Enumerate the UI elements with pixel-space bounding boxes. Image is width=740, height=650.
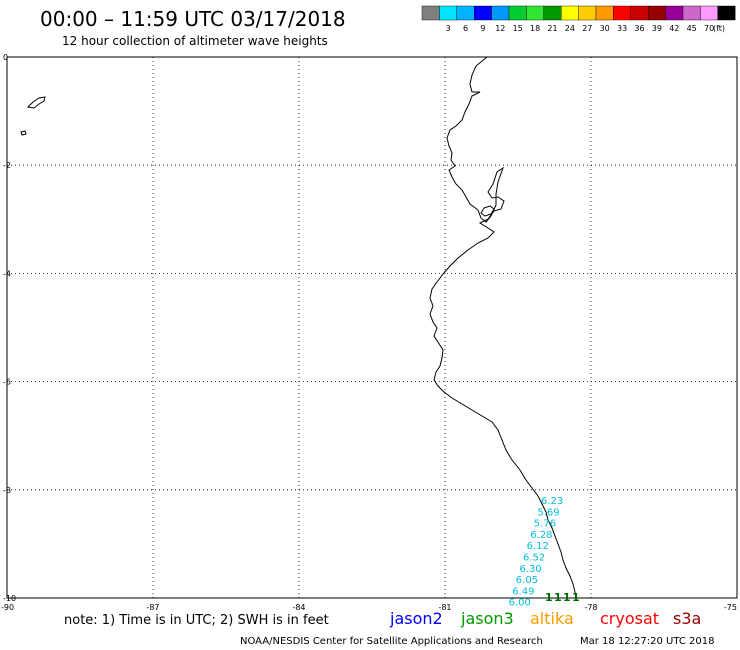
legend-label: 3	[446, 24, 451, 33]
time-mark: 1	[545, 591, 553, 604]
lon-tick-label: -90	[1, 603, 14, 612]
swh-value-label: 6.05	[516, 575, 538, 586]
footer-timestamp: Mar 18 12:27:20 UTC 2018	[580, 636, 715, 647]
legend-swatch	[491, 5, 510, 21]
legend-label: 15	[513, 24, 523, 33]
legend-label: 30	[600, 24, 610, 33]
satellite-label-jason2: jason2	[389, 609, 443, 628]
satellite-label-altika: altika	[530, 609, 574, 628]
footer-note: note: 1) Time is in UTC; 2) SWH is in fe…	[64, 613, 329, 628]
legend-label: 70	[704, 24, 714, 33]
legend-label: 33	[617, 24, 627, 33]
legend-swatch	[421, 5, 440, 21]
legend-label: 27	[582, 24, 592, 33]
lon-tick-label: -81	[438, 603, 451, 612]
legend-label: 45	[687, 24, 697, 33]
map-title: 00:00 – 11:59 UTC 03/17/2018	[40, 7, 346, 31]
lon-tick-label: -78	[584, 603, 597, 612]
lon-tick-label: -84	[292, 603, 305, 612]
legend-label: 39	[652, 24, 662, 33]
lon-tick-label: -87	[146, 603, 159, 612]
legend-swatch	[543, 5, 562, 21]
swh-value-label: 6.12	[527, 541, 549, 552]
footer-credit: NOAA/NESDIS Center for Satellite Applica…	[240, 636, 543, 647]
legend-swatch	[508, 5, 527, 21]
legend-label: 21	[547, 24, 557, 33]
legend-swatch	[578, 5, 597, 21]
color-scale-legend: 3 6 9 12 15 18 21 24 27 30 33 36 39 42 45 70	[421, 5, 736, 33]
legend-swatch	[630, 5, 649, 21]
satellite-legend: jason2 jason3 altika cryosat s3a	[389, 609, 701, 628]
legend-swatch	[682, 5, 701, 21]
south-america-coastline	[429, 56, 577, 599]
legend-label: 12	[495, 24, 505, 33]
lat-tick-label: -8	[3, 486, 11, 495]
lat-tick-label: -6	[3, 378, 11, 387]
time-mark: 1	[572, 591, 580, 604]
swh-value-label: 6.00	[509, 598, 531, 609]
legend-swatch	[700, 5, 719, 21]
graticule-grid	[7, 57, 737, 598]
legend-swatch	[665, 5, 684, 21]
swh-value-label: 6.28	[530, 530, 552, 541]
legend-swatch	[561, 5, 579, 21]
lat-tick-label: -10	[3, 594, 16, 603]
legend-swatch	[526, 5, 545, 21]
longitude-labels: -90 -87 -84 -81 -78 -75	[1, 603, 737, 612]
lat-tick-label: -2	[3, 161, 11, 170]
satellite-label-cryosat: cryosat	[600, 609, 659, 628]
time-mark: 1	[554, 591, 562, 604]
altimeter-observations: 6.235.695.766.286.126.526.306.056.496.00…	[509, 496, 580, 609]
legend-label: 24	[565, 24, 575, 33]
legend-swatch	[648, 5, 666, 21]
legend-label: 6	[463, 24, 468, 33]
legend-unit: (ft)	[713, 24, 725, 33]
lon-tick-label: -75	[724, 603, 737, 612]
legend-label: 9	[480, 24, 485, 33]
legend-swatch	[613, 5, 632, 21]
lat-tick-label: -4	[3, 269, 11, 278]
satellite-label-jason3: jason3	[460, 609, 514, 628]
swh-value-label: 6.23	[541, 496, 563, 507]
legend-swatch	[439, 5, 457, 21]
time-mark: 1	[563, 591, 571, 604]
legend-swatch	[456, 5, 475, 21]
galapagos-island-small	[20, 130, 27, 136]
map-subtitle: 12 hour collection of altimeter wave hei…	[62, 34, 328, 48]
legend-label: 18	[530, 24, 540, 33]
gulf-island	[480, 205, 495, 217]
map-frame	[6, 56, 738, 599]
legend-label: 42	[669, 24, 679, 33]
legend-swatch	[717, 5, 736, 21]
swh-value-label: 6.30	[519, 564, 541, 575]
latitude-labels: 0 -2 -4 -6 -8 -10	[3, 53, 16, 603]
swh-value-label: 5.76	[534, 519, 556, 530]
legend-swatch	[474, 5, 492, 21]
legend-label: 36	[634, 24, 644, 33]
galapagos-island-large	[26, 96, 46, 109]
lat-tick-label: 0	[3, 53, 8, 62]
legend-swatch	[595, 5, 614, 21]
swh-value-label: 6.52	[523, 553, 545, 564]
satellite-label-s3a: s3a	[673, 609, 701, 628]
swh-value-label: 5.69	[537, 507, 559, 518]
swh-value-label: 6.49	[512, 586, 534, 597]
